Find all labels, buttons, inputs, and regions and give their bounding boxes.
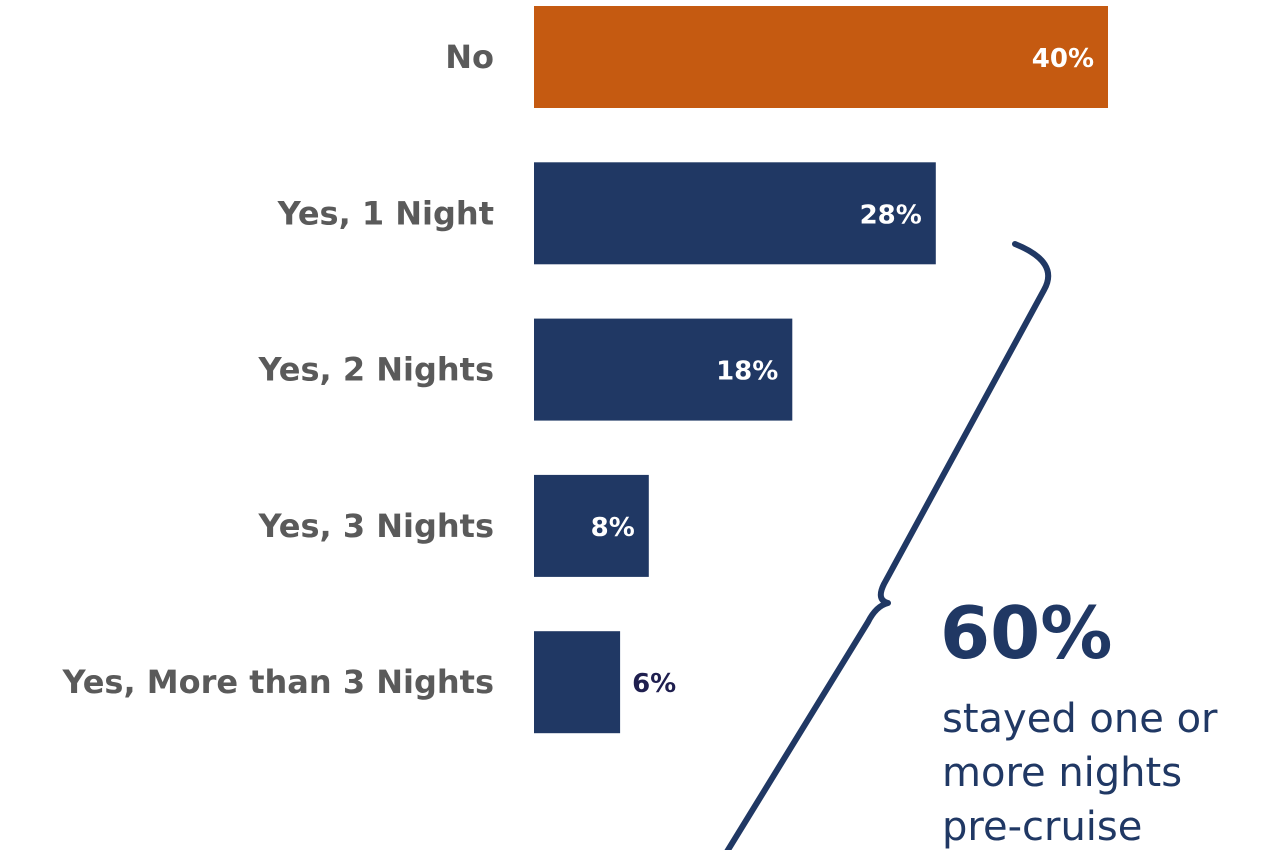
callout-line-3: pre-cruise bbox=[942, 804, 1142, 850]
callout-line-2: more nights bbox=[942, 750, 1182, 796]
value-label-4: 6% bbox=[632, 669, 676, 699]
category-label-3: Yes, 3 Nights bbox=[258, 507, 494, 545]
value-label-2: 18% bbox=[716, 357, 778, 387]
value-label-1: 28% bbox=[860, 200, 922, 230]
bars-layer bbox=[534, 6, 1108, 734]
bar-1 bbox=[534, 162, 936, 265]
category-label-2: Yes, 2 Nights bbox=[258, 351, 494, 389]
bar-4 bbox=[534, 631, 621, 734]
callout-percentage: 60% bbox=[940, 591, 1112, 675]
value-label-3: 8% bbox=[591, 513, 635, 543]
curly-brace-bracket bbox=[724, 241, 1052, 850]
value-label-0: 40% bbox=[1032, 44, 1094, 74]
bar-2 bbox=[534, 318, 793, 421]
category-label-0: No bbox=[445, 38, 494, 76]
bar-3 bbox=[534, 474, 649, 577]
callout-line-1: stayed one or bbox=[942, 696, 1218, 742]
labels-layer: No 40% Yes, 1 Night 28% Yes, 2 Nights 18% Yes,… bbox=[61, 38, 1094, 701]
category-label-4: Yes, More than 3 Nights bbox=[61, 663, 494, 701]
bar-0 bbox=[534, 6, 1108, 108]
category-label-1: Yes, 1 Night bbox=[277, 194, 494, 232]
